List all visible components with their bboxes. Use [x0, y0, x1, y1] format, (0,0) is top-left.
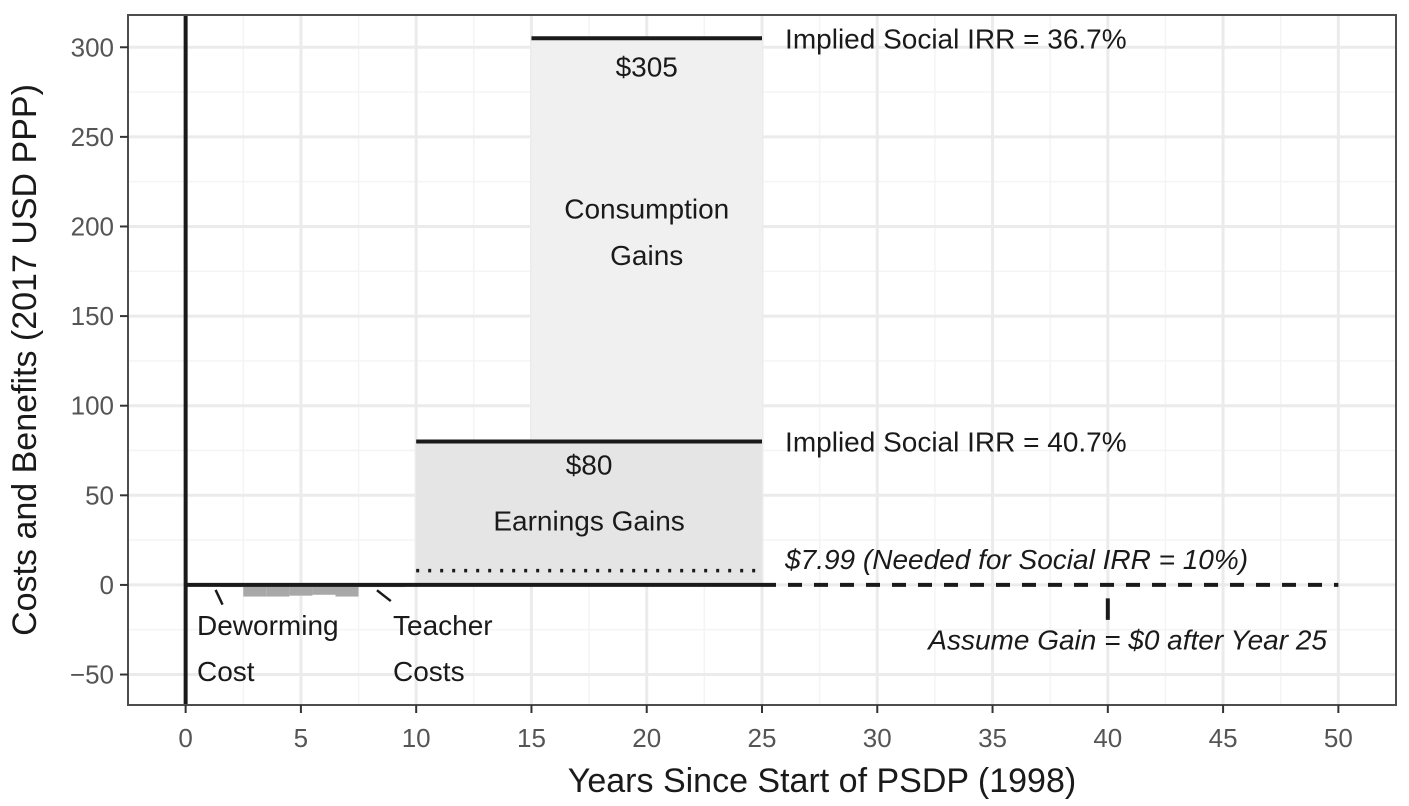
cost-bar	[266, 584, 290, 597]
y-tick-label: 200	[71, 211, 114, 241]
assume-gain-label: Assume Gain = $0 after Year 25	[926, 625, 1327, 656]
irr-label-earnings: Implied Social IRR = 40.7%	[785, 427, 1127, 458]
x-tick-label: 30	[863, 723, 892, 753]
y-tick-label: 50	[85, 480, 114, 510]
x-tick-label: 45	[1209, 723, 1238, 753]
cost-bar	[312, 584, 336, 595]
x-tick-label: 10	[402, 723, 431, 753]
x-tick-label: 50	[1324, 723, 1353, 753]
cost-bar	[335, 584, 359, 597]
y-tick-label: 250	[71, 122, 114, 152]
cost-bar	[289, 584, 313, 596]
x-tick-label: 5	[294, 723, 308, 753]
bar-earnings-gains	[416, 441, 762, 585]
irr-label-consumption: Implied Social IRR = 36.7%	[785, 23, 1127, 54]
bar-label-earnings: Earnings Gains	[493, 505, 684, 536]
chart-labels: $305 Consumption Gains $80 Earnings Gains Imp…	[197, 23, 1327, 687]
y-tick-label: −50	[70, 660, 114, 690]
teacher-label-line1: Teacher	[393, 610, 493, 641]
x-tick-label: 20	[632, 723, 661, 753]
teacher-leader-line	[376, 589, 392, 603]
bar-label-consumption-line2: Gains	[610, 240, 683, 271]
x-tick-label: 35	[978, 723, 1007, 753]
teacher-label-line2: Costs	[393, 656, 465, 687]
x-axis-title: Years Since Start of PSDP (1998)	[568, 762, 1076, 800]
y-tick-label: 100	[71, 391, 114, 421]
deworming-label-line1: Deworming	[197, 610, 339, 641]
deworming-leader-line	[214, 589, 224, 606]
x-tick-label: 25	[748, 723, 777, 753]
y-tick-label: 300	[71, 32, 114, 62]
threshold-label: $7.99 (Needed for Social IRR = 10%)	[784, 544, 1248, 575]
value-label-consumption: $305	[616, 51, 678, 82]
value-label-earnings: $80	[566, 450, 613, 481]
cost-bar	[243, 584, 267, 597]
axes: 0 5 10 15 20 25 30 35 40 45 50 −50 0 50 100 150 200 250 30…	[6, 14, 1397, 800]
y-tick-label: 150	[71, 301, 114, 331]
deworming-label-line2: Cost	[197, 656, 255, 687]
chart-marks	[183, 15, 1339, 705]
x-tick-label: 15	[517, 723, 546, 753]
bar-label-consumption-line1: Consumption	[564, 194, 729, 225]
x-tick-label: 40	[1093, 723, 1122, 753]
y-axis-title: Costs and Benefits (2017 USD PPP)	[6, 84, 44, 636]
x-tick-label: 0	[178, 723, 192, 753]
y-tick-label: 0	[100, 570, 114, 600]
